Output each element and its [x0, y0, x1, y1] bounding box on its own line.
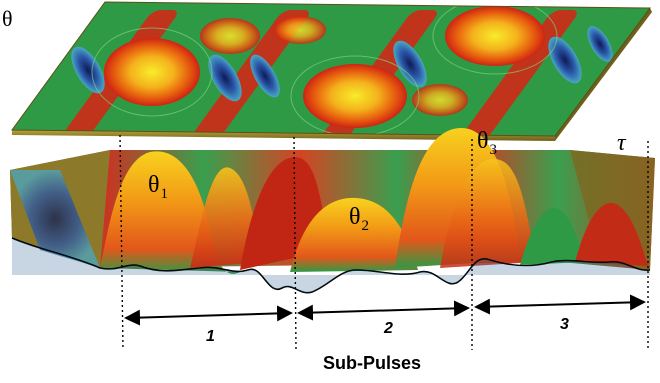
heatmap-plane	[11, 1, 652, 141]
peak-label-3-index: 3	[489, 142, 498, 158]
segment-arrow-3	[474, 294, 646, 315]
guide-line-1	[119, 134, 124, 351]
segment-arrow-1	[124, 305, 293, 326]
peak-label-2: θ2	[349, 204, 370, 234]
guide-lines	[119, 134, 649, 351]
theta-axis-label: θ	[2, 6, 13, 31]
peak-label-1: θ1	[148, 172, 169, 202]
tau-axis-label: τ	[617, 130, 626, 156]
segment-label-1: 1	[206, 328, 215, 345]
peak-label-1-symbol: θ	[148, 172, 160, 198]
peak-label-2-index: 2	[361, 218, 370, 234]
guide-line-2	[293, 136, 297, 351]
segment-arrows	[124, 294, 646, 326]
peak-label-2-symbol: θ	[349, 204, 361, 230]
peak-label-1-index: 1	[160, 186, 169, 202]
segment-label-3: 3	[560, 316, 569, 333]
segment-label-2: 2	[384, 320, 393, 337]
peak-label-3: θ3	[477, 128, 498, 158]
segment-arrow-2	[297, 300, 470, 321]
peak-label-3-symbol: θ	[477, 128, 489, 154]
surface-plot	[10, 127, 655, 294]
caption: Sub-Pulses	[323, 353, 422, 373]
